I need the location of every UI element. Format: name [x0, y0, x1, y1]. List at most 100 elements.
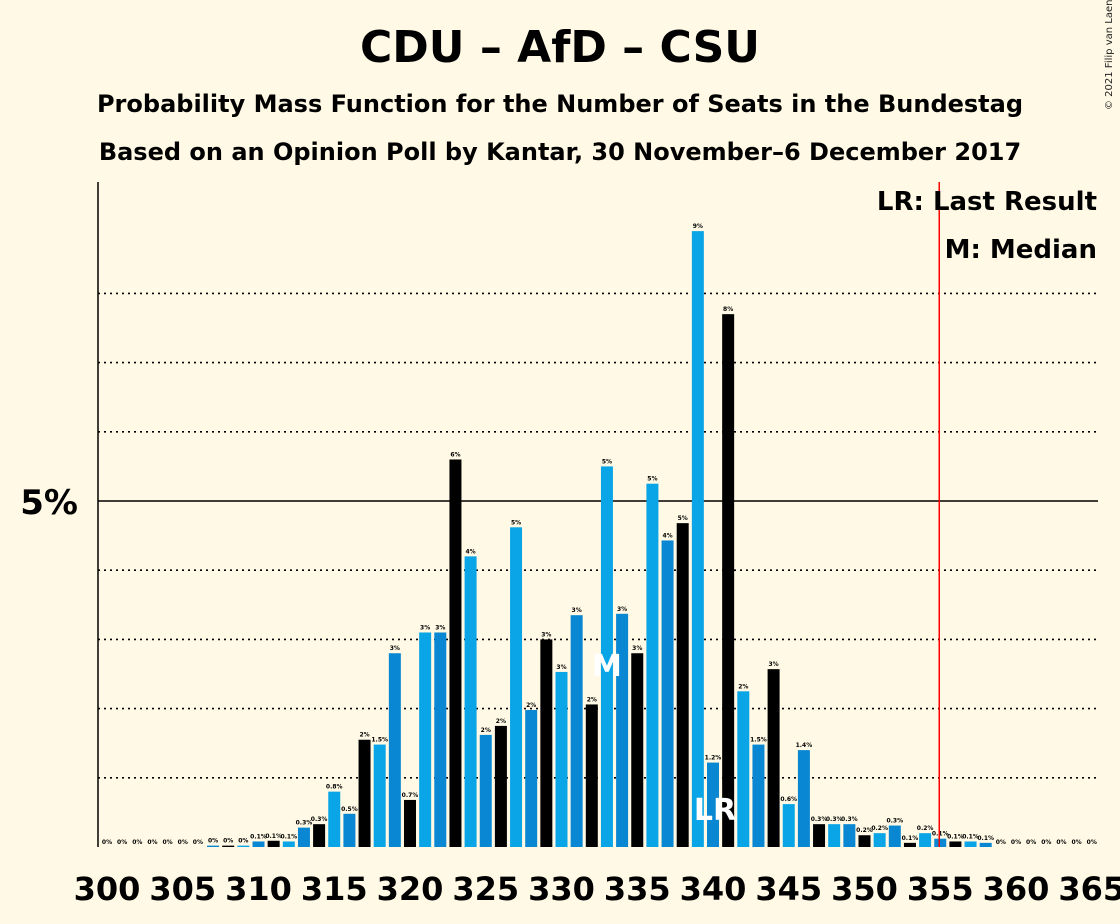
data-label-319: 3%: [390, 645, 400, 652]
x-tick-label: 310: [225, 870, 292, 908]
data-label-300: 0%: [102, 839, 112, 846]
x-tick-label: 345: [755, 870, 822, 908]
bar-356: [949, 841, 962, 847]
data-label-343: 1.5%: [750, 737, 767, 744]
data-label-311: 0.1%: [265, 833, 282, 840]
data-label-316: 0.5%: [341, 806, 358, 813]
data-label-346: 1.4%: [796, 742, 813, 749]
data-label-357: 0.1%: [962, 833, 979, 840]
x-tick-label: 315: [301, 870, 368, 908]
data-label-314: 0.3%: [311, 816, 328, 823]
x-tick-label: 365: [1058, 870, 1120, 908]
bar-322: [434, 632, 447, 847]
x-tick-label: 340: [680, 870, 747, 908]
data-label-337: 4%: [662, 532, 672, 539]
bar-316: [343, 813, 356, 847]
bar-307: [207, 845, 220, 847]
data-label-348: 0.3%: [826, 816, 843, 823]
data-label-309: 0%: [238, 838, 248, 845]
x-tick-label: 300: [74, 870, 141, 908]
bar-358: [979, 842, 992, 847]
data-label-356: 0.1%: [947, 833, 964, 840]
data-label-325: 2%: [481, 727, 491, 734]
data-label-350: 0.2%: [856, 827, 873, 834]
bar-350: [858, 835, 871, 847]
bar-338: [676, 523, 689, 847]
data-label-331: 3%: [572, 607, 582, 614]
data-label-330: 3%: [556, 664, 566, 671]
bar-320: [404, 799, 416, 847]
data-label-360: 0%: [1011, 839, 1021, 846]
bar-342: [737, 691, 750, 847]
bar-331: [570, 615, 583, 847]
bar-325: [479, 734, 492, 847]
bar-332: [585, 704, 598, 847]
bar-321: [419, 632, 432, 847]
x-tick-label: 360: [983, 870, 1050, 908]
bar-336: [646, 483, 659, 847]
bar-319: [388, 653, 401, 847]
data-label-344: 3%: [769, 661, 779, 668]
data-label-342: 2%: [738, 683, 748, 690]
bar-352: [888, 825, 901, 847]
bar-357: [964, 841, 977, 847]
data-label-326: 2%: [496, 718, 506, 725]
legend-last-result: LR: Last Result: [877, 187, 1097, 217]
data-label-303: 0%: [147, 839, 157, 846]
data-label-362: 0%: [1041, 839, 1051, 846]
bar-309: [237, 845, 250, 847]
data-label-315: 0.8%: [326, 784, 343, 791]
bar-328: [525, 709, 538, 847]
bar-311: [267, 840, 280, 847]
data-label-336: 5%: [647, 476, 657, 483]
x-tick-label: 320: [377, 870, 444, 908]
bar-329: [540, 639, 553, 847]
bar-324: [464, 556, 477, 847]
data-label-318: 1.5%: [371, 737, 388, 744]
data-label-338: 5%: [678, 515, 688, 522]
last-result-marker: LR: [694, 793, 736, 828]
bar-339: [691, 231, 704, 847]
data-label-304: 0%: [163, 839, 173, 846]
data-label-349: 0.3%: [841, 816, 858, 823]
data-label-307: 0%: [208, 838, 218, 845]
data-label-333: 5%: [602, 458, 612, 465]
data-label-321: 3%: [420, 624, 430, 631]
data-label-301: 0%: [117, 839, 127, 846]
data-label-358: 0.1%: [977, 835, 994, 842]
data-label-341: 8%: [723, 306, 733, 313]
data-label-353: 0.1%: [902, 835, 919, 842]
data-label-320: 0.7%: [402, 792, 419, 799]
data-label-306: 0%: [193, 839, 203, 846]
bar-346: [797, 750, 810, 847]
bar-334: [616, 613, 629, 847]
data-label-351: 0.2%: [871, 825, 888, 832]
bar-308: [222, 845, 235, 847]
data-label-327: 5%: [511, 519, 521, 526]
bar-313: [297, 827, 310, 847]
bar-353: [903, 842, 916, 847]
x-tick-label: 330: [528, 870, 595, 908]
data-label-322: 3%: [435, 624, 445, 631]
data-label-328: 2%: [526, 702, 536, 709]
x-tick-label: 305: [149, 870, 216, 908]
data-label-332: 2%: [587, 696, 597, 703]
data-label-334: 3%: [617, 606, 627, 613]
x-tick-label: 350: [831, 870, 898, 908]
bar-310: [252, 841, 265, 847]
data-label-352: 0.3%: [886, 818, 903, 825]
bar-345: [782, 804, 795, 847]
median-marker: M: [592, 649, 622, 684]
data-label-339: 9%: [693, 223, 703, 230]
data-label-302: 0%: [132, 839, 142, 846]
bar-327: [510, 527, 523, 847]
bar-333: [600, 466, 613, 847]
x-tick-label: 355: [907, 870, 974, 908]
chart-title: CDU – AfD – CSU: [359, 22, 761, 73]
data-label-310: 0.1%: [250, 833, 267, 840]
bar-337: [661, 540, 674, 847]
bar-354: [919, 833, 932, 847]
bar-343: [752, 744, 765, 847]
bar-335: [631, 653, 644, 847]
